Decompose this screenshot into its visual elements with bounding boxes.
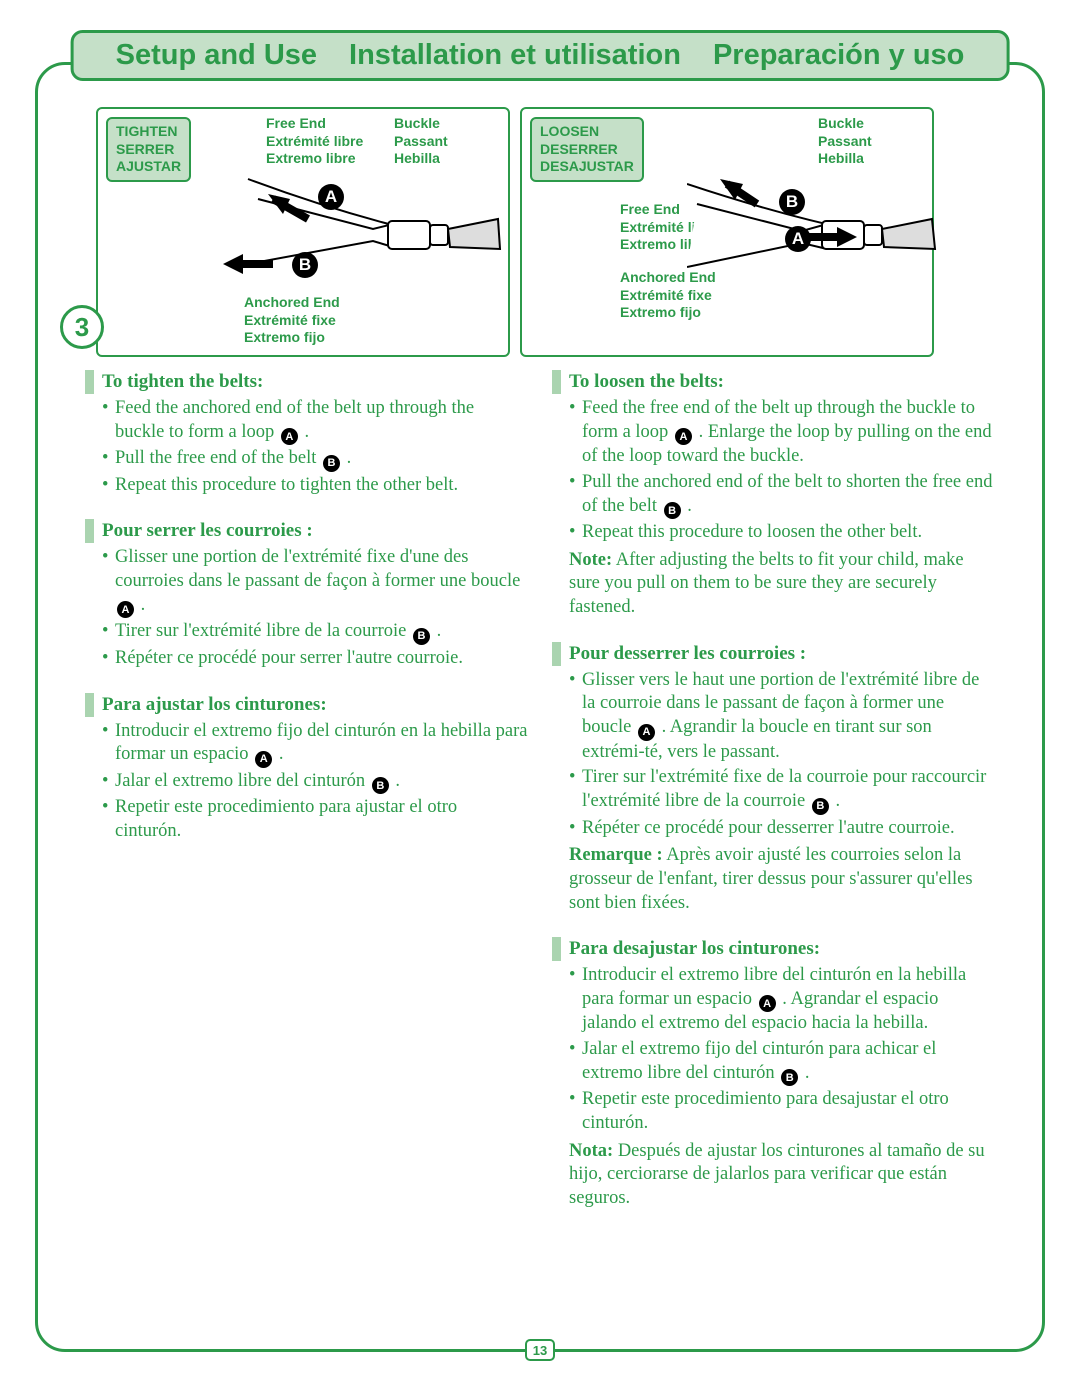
section-loosen-en: To loosen the belts: Feed the free end o… [552,370,995,620]
left-column: To tighten the belts: Feed the anchored … [85,370,528,1233]
right-column: To loosen the belts: Feed the free end o… [552,370,995,1233]
header-en: Setup and Use [116,39,317,71]
diagram-letter-b-r: B [779,189,805,215]
page-number: 13 [525,1339,555,1361]
ref-b: B [812,798,829,815]
ref-a: A [759,995,776,1012]
action-label-tighten: TIGHTEN SERRER AJUSTAR [106,117,191,182]
ref-a: A [117,601,134,618]
title-loosen-es: Para desajustar los cinturones: [552,937,995,961]
header-es: Preparación y uso [713,39,964,71]
label-anchored: Anchored End Extrémité fixe Extremo fijo [244,294,340,347]
label-free-end: Free End Extrémité libre Extremo libre [266,115,363,168]
diagram-loosen: LOOSEN DESERRER DESAJUSTAR Buckle Passan… [520,107,934,357]
label-buckle: Buckle Passant Hebilla [394,115,448,168]
section-tighten-fr: Pour serrer les courroies : Glisser une … [85,519,528,670]
ref-b: B [664,502,681,519]
section-loosen-es: Para desajustar los cinturones: Introduc… [552,937,995,1210]
title-loosen-fr: Pour desserrer les courroies : [552,642,995,666]
title-tighten-fr: Pour serrer les courroies : [85,519,528,543]
ref-b: B [781,1069,798,1086]
ref-a: A [281,428,298,445]
ref-b: B [413,628,430,645]
buckle-illustration [188,169,508,299]
note-fr: Remarque : Après avoir ajusté les courro… [552,844,995,915]
ref-a: A [255,751,272,768]
page-header: Setup and Use Installation et utilisatio… [71,30,1010,81]
step-number: 3 [60,305,104,349]
diagram-letter-a-r: A [785,226,811,252]
ref-b: B [323,455,340,472]
ref-a: A [638,724,655,741]
section-tighten-en: To tighten the belts: Feed the anchored … [85,370,528,497]
title-tighten-es: Para ajustar los cinturones: [85,693,528,717]
text-columns: To tighten the belts: Feed the anchored … [85,370,995,1233]
header-fr: Installation et utilisation [349,39,681,71]
section-tighten-es: Para ajustar los cinturones: Introducir … [85,693,528,844]
title-tighten-en: To tighten the belts: [85,370,528,394]
title-loosen-en: To loosen the belts: [552,370,995,394]
action-label-loosen: LOOSEN DESERRER DESAJUSTAR [530,117,644,182]
ref-a: A [675,428,692,445]
note-en: Note: After adjusting the belts to fit y… [552,549,995,620]
label-buckle-r: Buckle Passant Hebilla [818,115,872,168]
buckle-illustration-r [687,169,937,299]
diagram-tighten: TIGHTEN SERRER AJUSTAR Free End Extrémit… [96,107,510,357]
section-loosen-fr: Pour desserrer les courroies : Glisser v… [552,642,995,915]
diagram-letter-a: A [318,184,344,210]
diagram-letter-b: B [292,252,318,278]
ref-b: B [372,777,389,794]
note-es: Nota: Después de ajustar los cinturones … [552,1140,995,1211]
